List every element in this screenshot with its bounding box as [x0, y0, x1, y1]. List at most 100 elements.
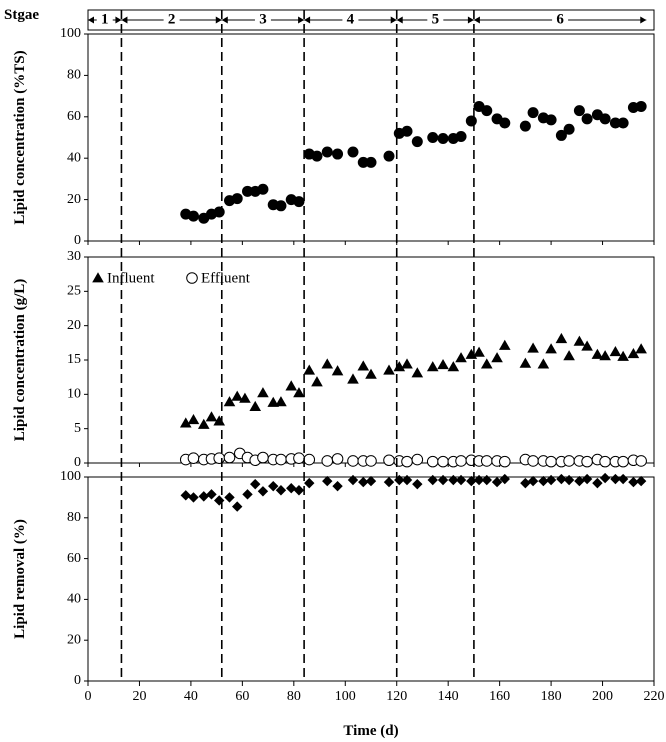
data-point [198, 491, 209, 502]
data-point [480, 358, 493, 369]
data-point [383, 364, 395, 375]
data-point [519, 120, 531, 132]
data-point [180, 490, 191, 501]
data-point [231, 193, 243, 205]
stage-arrow-head-left [221, 16, 228, 24]
y-axis-label-panel-3: Lipid removal (%) [12, 519, 28, 639]
data-point [527, 475, 539, 487]
y-tick-label: 40 [67, 150, 81, 165]
data-point [293, 196, 305, 208]
data-point [242, 489, 253, 500]
data-point [563, 474, 575, 486]
data-point [257, 486, 269, 497]
data-point [188, 492, 199, 503]
series-panel-3 [180, 472, 647, 512]
panel-frame [87, 33, 655, 242]
stage-arrow-head-left [88, 16, 94, 24]
data-point [206, 489, 217, 500]
data-point [498, 339, 511, 350]
data-point [592, 477, 603, 489]
data-point [426, 361, 439, 372]
x-tick-label: 20 [132, 689, 146, 704]
stage-arrow-head-left [121, 16, 128, 24]
data-point [628, 476, 639, 488]
data-point [412, 478, 423, 490]
data-point [635, 455, 647, 467]
data-point [275, 453, 287, 466]
data-point [257, 451, 269, 464]
legend-label-effluent: Effluent [201, 270, 251, 286]
stage-arrow-head-right [115, 16, 122, 24]
data-point [332, 480, 343, 492]
data-point [321, 146, 333, 158]
data-point [358, 476, 369, 488]
data-point [617, 117, 629, 129]
stage-arrow-head-right [215, 16, 222, 24]
stage-label-2: 2 [168, 11, 176, 27]
data-point [197, 418, 210, 429]
panel-1: 0 20 40 60 80 100 Lipid concentration (%TS) [12, 26, 655, 248]
data-point [411, 136, 423, 148]
data-point [293, 452, 305, 464]
stage-arrow-head-left [396, 16, 403, 24]
y-tick-label: 60 [67, 551, 81, 566]
stage-arrow-head-left [304, 16, 311, 24]
data-point [232, 501, 243, 512]
data-point [455, 130, 467, 142]
stage-label-3: 3 [259, 11, 267, 27]
data-point [365, 368, 377, 379]
data-point [499, 473, 510, 485]
data-point [411, 453, 424, 466]
data-point [321, 455, 334, 467]
data-point [581, 340, 593, 351]
data-point [321, 358, 334, 369]
data-point [481, 474, 492, 486]
panel-3: 0 20 40 60 80 100 Lipid removal (%) [12, 469, 655, 688]
y-tick-label: 15 [67, 352, 81, 367]
y-tick-label: 20 [67, 632, 81, 647]
data-point [275, 200, 287, 212]
data-point [447, 361, 460, 372]
legend-marker-influent [92, 272, 104, 283]
data-point [538, 475, 549, 487]
data-point [556, 473, 567, 485]
x-tick-label: 0 [85, 689, 92, 704]
data-point [303, 364, 316, 375]
data-point [223, 396, 236, 407]
x-tick-label: 220 [644, 689, 665, 704]
data-point [437, 455, 449, 468]
data-point [365, 156, 377, 168]
y-tick-label: 30 [67, 249, 81, 264]
data-point [249, 400, 262, 412]
legend: Influent Effluent [92, 270, 251, 286]
data-point [581, 473, 593, 485]
y-tick-label: 0 [74, 455, 81, 470]
data-point [331, 365, 344, 376]
x-tick-label: 40 [184, 689, 198, 704]
data-point [455, 474, 467, 486]
data-point [224, 492, 235, 503]
series-effluent [179, 447, 647, 468]
data-point [635, 343, 647, 354]
data-point [527, 107, 539, 119]
data-point [205, 411, 218, 422]
data-point [455, 455, 467, 467]
data-point [347, 455, 359, 467]
x-tick-label: 160 [489, 689, 510, 704]
data-point [365, 475, 377, 487]
data-point [383, 150, 395, 162]
stage-arrow-head-right [390, 16, 397, 24]
data-point [250, 478, 261, 490]
data-point [545, 455, 557, 468]
data-point [401, 474, 413, 486]
data-point [239, 392, 251, 403]
stage-boundaries [120, 10, 475, 681]
data-point [635, 100, 647, 112]
data-point [581, 113, 593, 125]
data-point [610, 473, 621, 485]
data-point [257, 183, 269, 195]
data-point [563, 123, 575, 135]
series-influent [179, 332, 647, 429]
